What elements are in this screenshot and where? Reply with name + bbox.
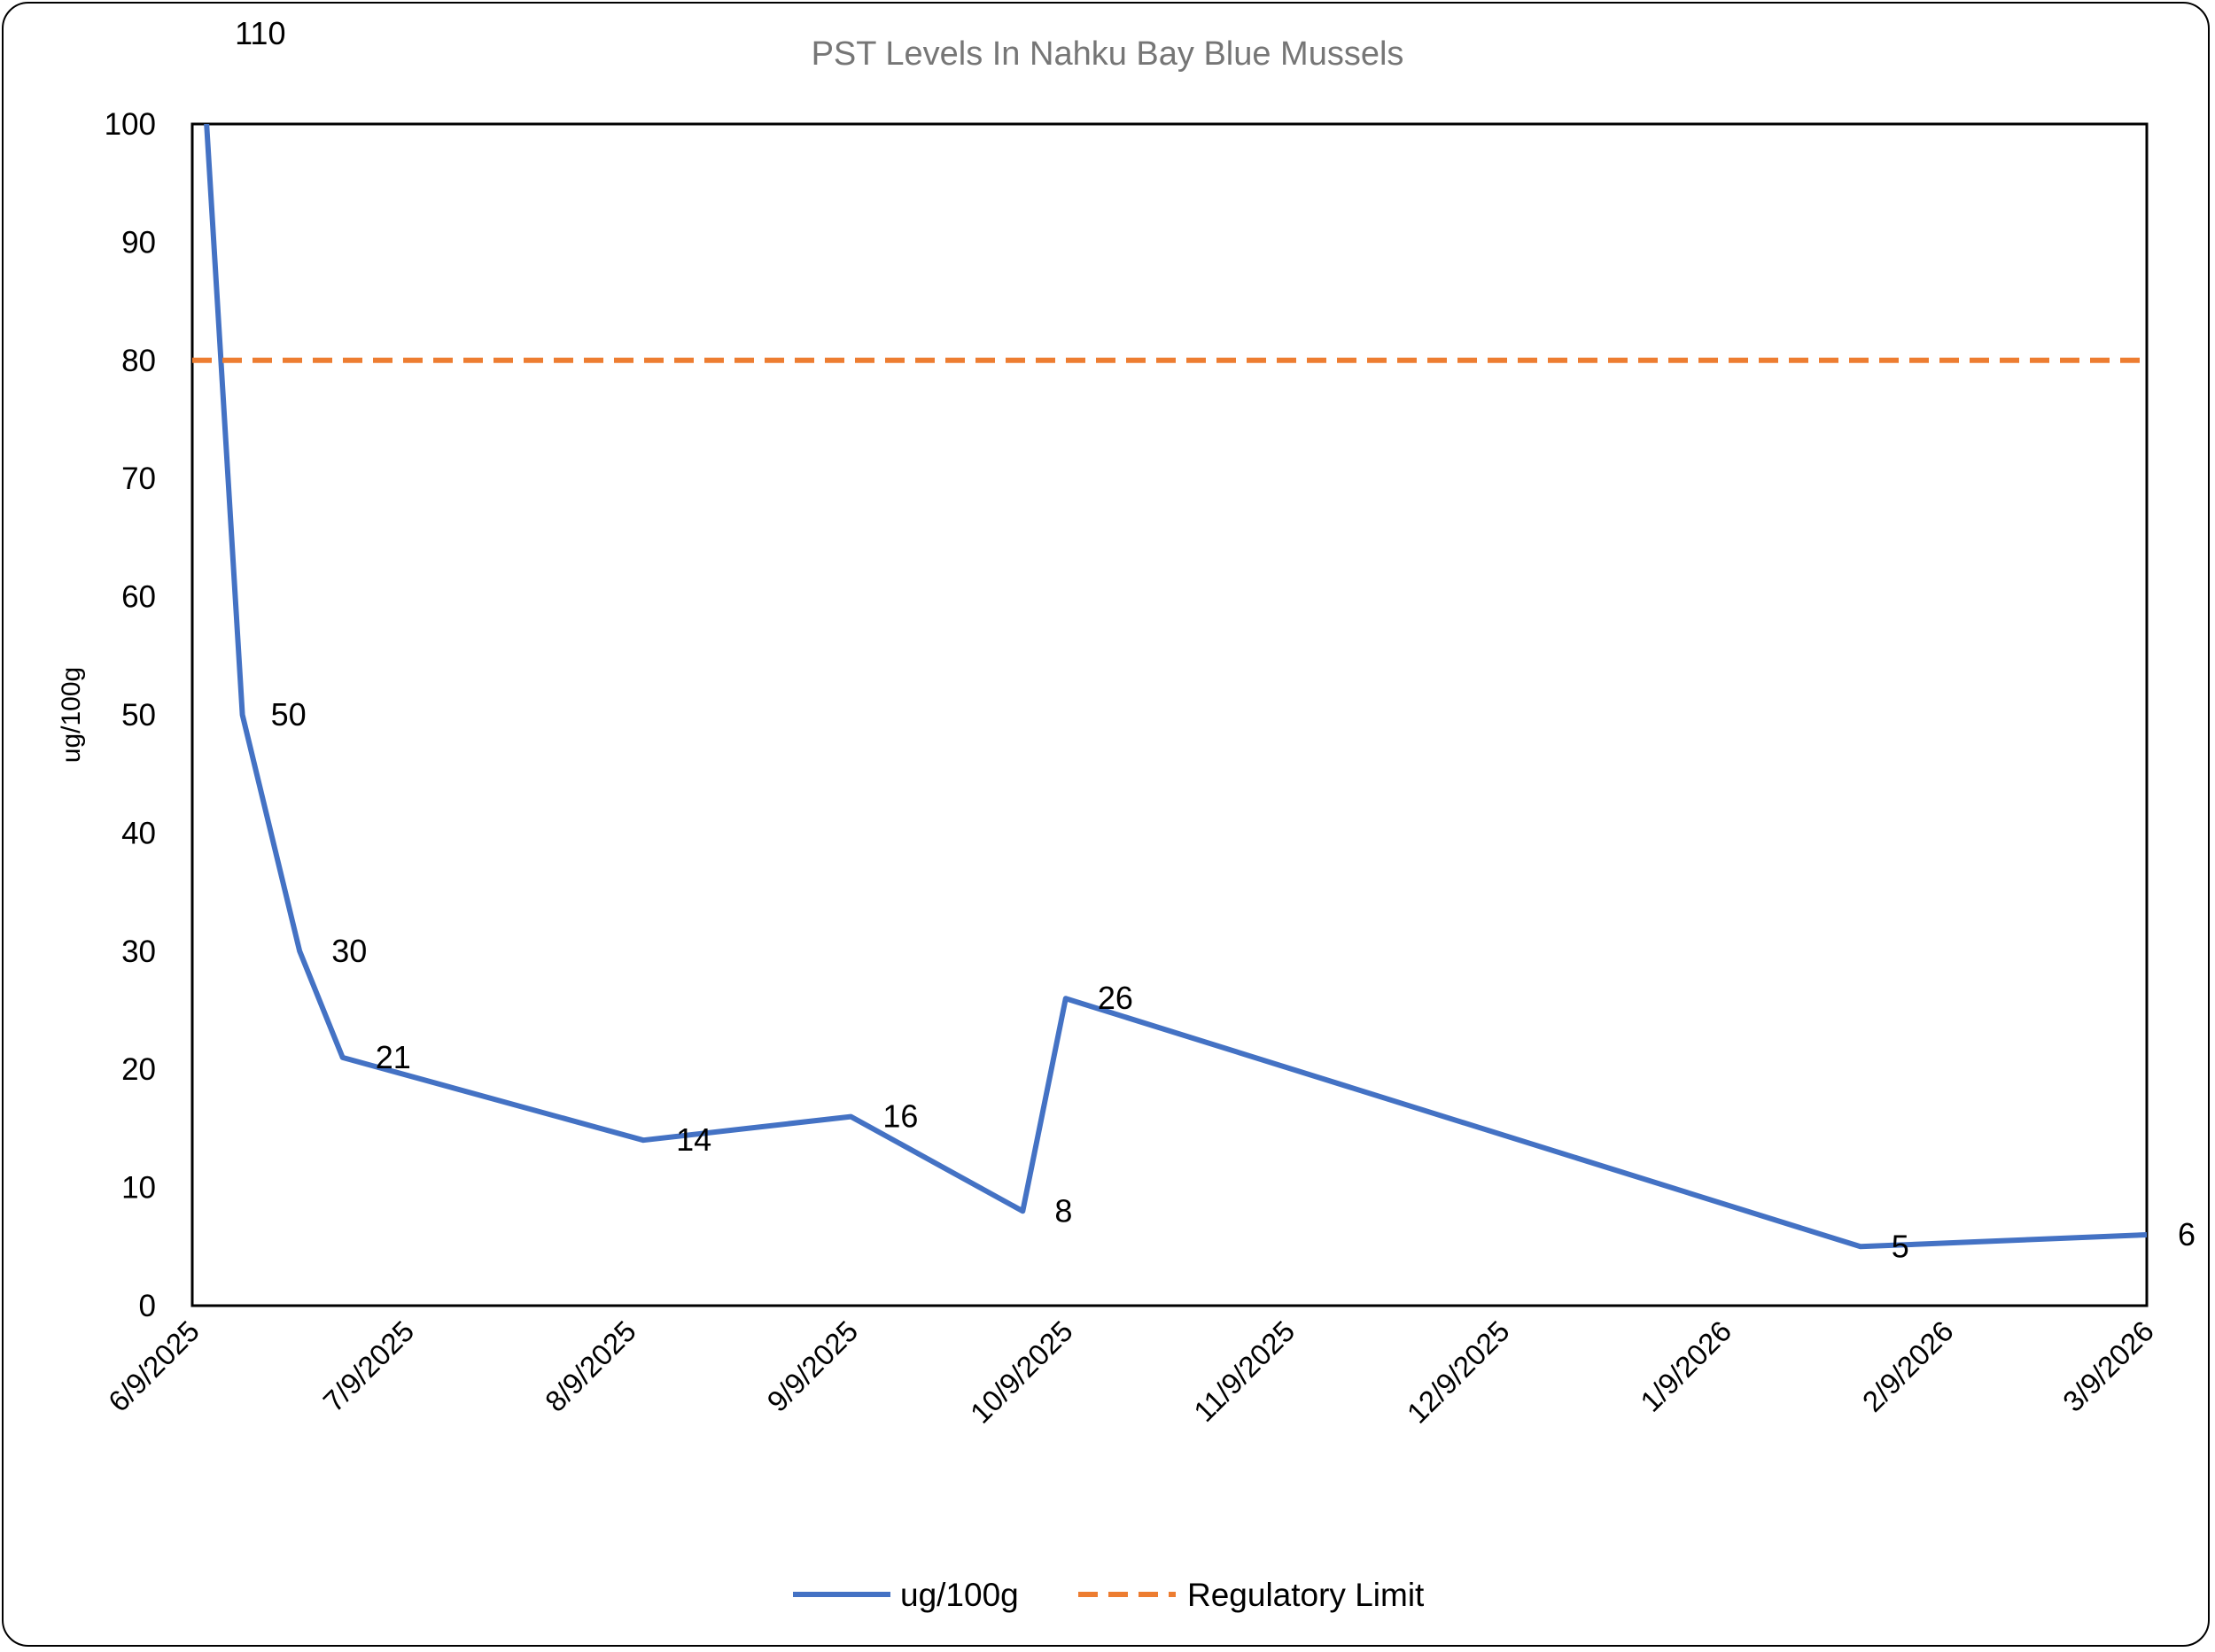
x-tick-label: 12/9/2025 [1401, 1315, 1516, 1430]
y-tick-label: 30 [121, 935, 156, 969]
y-tick-label: 90 [121, 225, 156, 260]
legend: ug/100g Regulatory Limit [793, 1577, 1425, 1613]
plot-area [190, 122, 2149, 1307]
x-axis: 6/9/2025 7/9/2025 8/9/2025 9/9/2025 10/9/202… [102, 1315, 2160, 1430]
data-label: 14 [676, 1121, 711, 1158]
series-line-0 [204, 124, 2147, 1250]
data-label: 26 [1098, 980, 1133, 1016]
data-label: 30 [331, 933, 367, 969]
y-tick-label: 50 [121, 698, 156, 733]
data-labels: 110 50 30 21 14 16 8 26 5 6 [235, 15, 2196, 1264]
data-label: 50 [271, 696, 307, 733]
x-tick-label: 10/9/2025 [964, 1315, 1079, 1430]
data-label: 5 [1892, 1228, 1909, 1264]
x-tick-label: 3/9/2026 [2056, 1315, 2160, 1418]
x-tick-label: 9/9/2025 [760, 1315, 864, 1418]
y-axis: 0 10 20 30 40 50 60 70 80 90 100 [105, 107, 156, 1323]
y-tick-label: 10 [121, 1171, 156, 1206]
data-label: 6 [2178, 1216, 2196, 1253]
y-axis-label: ug/100g [57, 667, 86, 763]
y-tick-label: 0 [139, 1289, 156, 1323]
y-tick-label: 20 [121, 1052, 156, 1087]
legend-label-limit: Regulatory Limit [1187, 1577, 1425, 1613]
data-label: 8 [1054, 1192, 1072, 1229]
x-tick-label: 6/9/2025 [102, 1315, 206, 1418]
y-tick-label: 100 [105, 107, 156, 142]
data-label: 110 [235, 15, 285, 51]
x-tick-label: 1/9/2026 [1634, 1315, 1737, 1418]
x-tick-label: 7/9/2025 [316, 1315, 420, 1418]
x-tick-label: 2/9/2026 [1856, 1315, 1960, 1418]
chart-title: PST Levels In Nahku Bay Blue Mussels [812, 35, 1404, 73]
x-tick-label: 11/9/2025 [1187, 1315, 1301, 1428]
data-label: 16 [882, 1098, 918, 1135]
data-label: 21 [376, 1039, 411, 1075]
x-tick-label: 8/9/2025 [539, 1315, 642, 1418]
y-tick-label: 80 [121, 344, 156, 378]
y-tick-label: 60 [121, 580, 156, 615]
legend-label-series: ug/100g [900, 1577, 1019, 1613]
series-layer [192, 124, 2147, 1250]
y-tick-label: 70 [121, 461, 156, 496]
y-tick-label: 40 [121, 816, 156, 850]
